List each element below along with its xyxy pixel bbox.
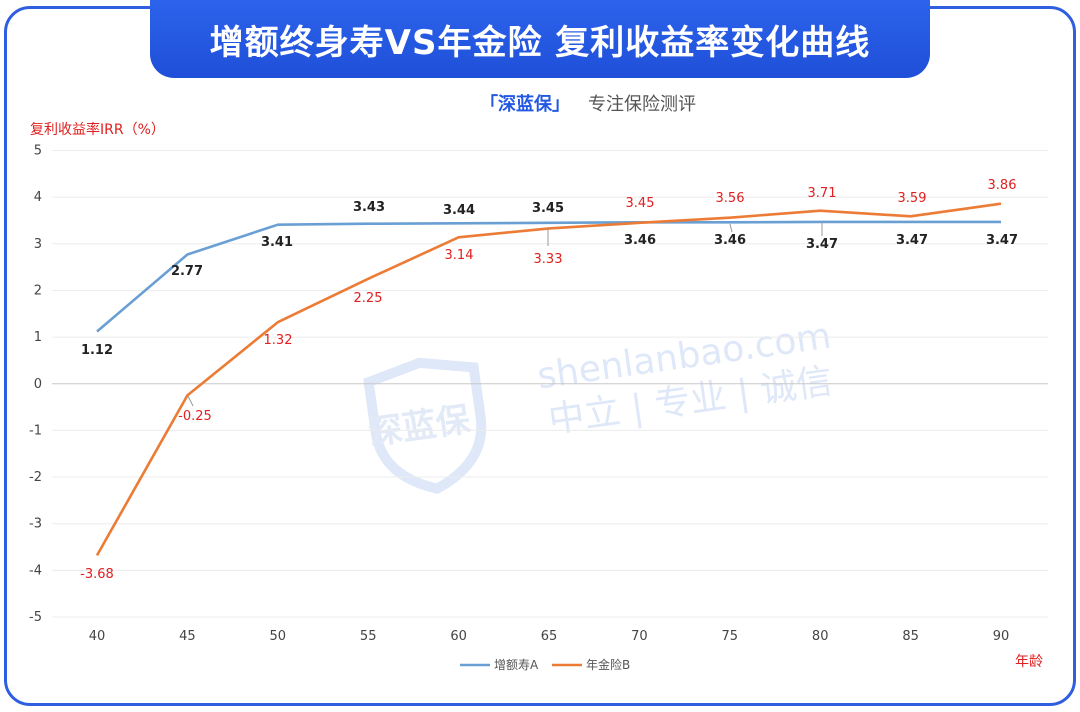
series-line-a	[96, 220, 1001, 333]
y-tick-label: 3	[34, 237, 42, 252]
title-banner: 增额终身寿VS年金险 复利收益率变化曲线	[150, 0, 930, 78]
x-tick-label: 45	[179, 629, 196, 644]
y-tick-label: -1	[29, 423, 42, 438]
data-label-a: 3.44	[443, 203, 475, 218]
shield-icon	[363, 357, 487, 494]
y-tick-label: 4	[34, 190, 42, 205]
series-line-b	[95, 202, 1002, 557]
data-label-b: 3.59	[898, 191, 927, 206]
data-label-a: 2.77	[171, 264, 203, 279]
data-label-a: 3.46	[714, 233, 746, 248]
y-tick-label: -2	[29, 470, 42, 485]
data-label-a: 3.47	[986, 233, 1018, 248]
x-tick-label: 40	[89, 629, 106, 644]
x-tick-label: 80	[812, 629, 829, 644]
data-label-b: 1.32	[264, 333, 293, 348]
data-label-a: 3.41	[261, 235, 293, 250]
data-label-a: 3.43	[353, 200, 385, 215]
y-tick-label: 5	[34, 144, 42, 159]
data-label-b: -3.68	[80, 567, 114, 582]
label-leader-line	[187, 395, 194, 407]
watermark: 深蓝保 shenlanbao.com 中立 | 专业 | 诚信	[363, 316, 835, 494]
data-label-b: 3.45	[626, 196, 655, 211]
x-tick-label: 85	[902, 629, 919, 644]
data-label-b: 3.33	[534, 252, 563, 267]
x-axis-ticks: 40 45 50 55 60 65 70 75 80 85 90	[89, 629, 1010, 644]
data-label-a: 3.46	[624, 233, 656, 248]
y-tick-label: -4	[29, 563, 42, 578]
y-tick-label: 1	[34, 330, 42, 345]
data-label-a: 1.12	[81, 343, 113, 358]
data-label-b: 2.25	[354, 291, 383, 306]
x-tick-label: 60	[450, 629, 467, 644]
y-tick-label: -5	[29, 610, 42, 625]
legend: 增额寿A 年金险B	[460, 657, 630, 672]
y-tick-label: -3	[29, 517, 42, 532]
data-label-b: 3.56	[716, 191, 745, 206]
data-label-a: 3.47	[896, 233, 928, 248]
label-leader-line	[729, 223, 733, 233]
data-label-b: -0.25	[178, 409, 212, 424]
subtitle-brand: 「深蓝保」	[480, 93, 570, 115]
legend-label-a: 增额寿A	[494, 658, 539, 672]
x-tick-label: 55	[360, 629, 377, 644]
grid-lines	[52, 150, 1048, 618]
x-tick-label: 90	[993, 629, 1010, 644]
x-tick-label: 70	[631, 629, 648, 644]
x-tick-label: 65	[541, 629, 558, 644]
y-axis-ticks: 5 4 3 2 1 0 -1 -2 -3 -4 -5	[29, 144, 42, 626]
data-labels: 1.12 2.77 3.41 3.43 3.44 3.45 3.46 3.46 3.47 3.47…	[80, 178, 1018, 582]
x-axis-title: 年龄	[1015, 654, 1043, 670]
x-tick-label: 75	[722, 629, 739, 644]
data-label-b: 3.14	[445, 248, 474, 263]
data-label-a: 3.47	[806, 237, 838, 252]
x-tick-label: 50	[270, 629, 287, 644]
legend-label-b: 年金险B	[586, 657, 630, 672]
data-label-a: 3.45	[532, 201, 564, 216]
y-axis-title: 复利收益率IRR（%）	[30, 121, 165, 138]
watermark-logo-text: 深蓝保	[366, 399, 474, 453]
series-lines	[95, 202, 1002, 557]
y-tick-label: 0	[34, 377, 42, 392]
subtitle-tagline: 专注保险测评	[588, 94, 696, 115]
data-label-b: 3.86	[988, 178, 1017, 193]
chart-frame	[4, 6, 1076, 706]
y-tick-label: 2	[34, 283, 42, 298]
banner-title: 增额终身寿VS年金险 复利收益率变化曲线	[209, 22, 871, 63]
data-label-b: 3.71	[808, 186, 837, 201]
